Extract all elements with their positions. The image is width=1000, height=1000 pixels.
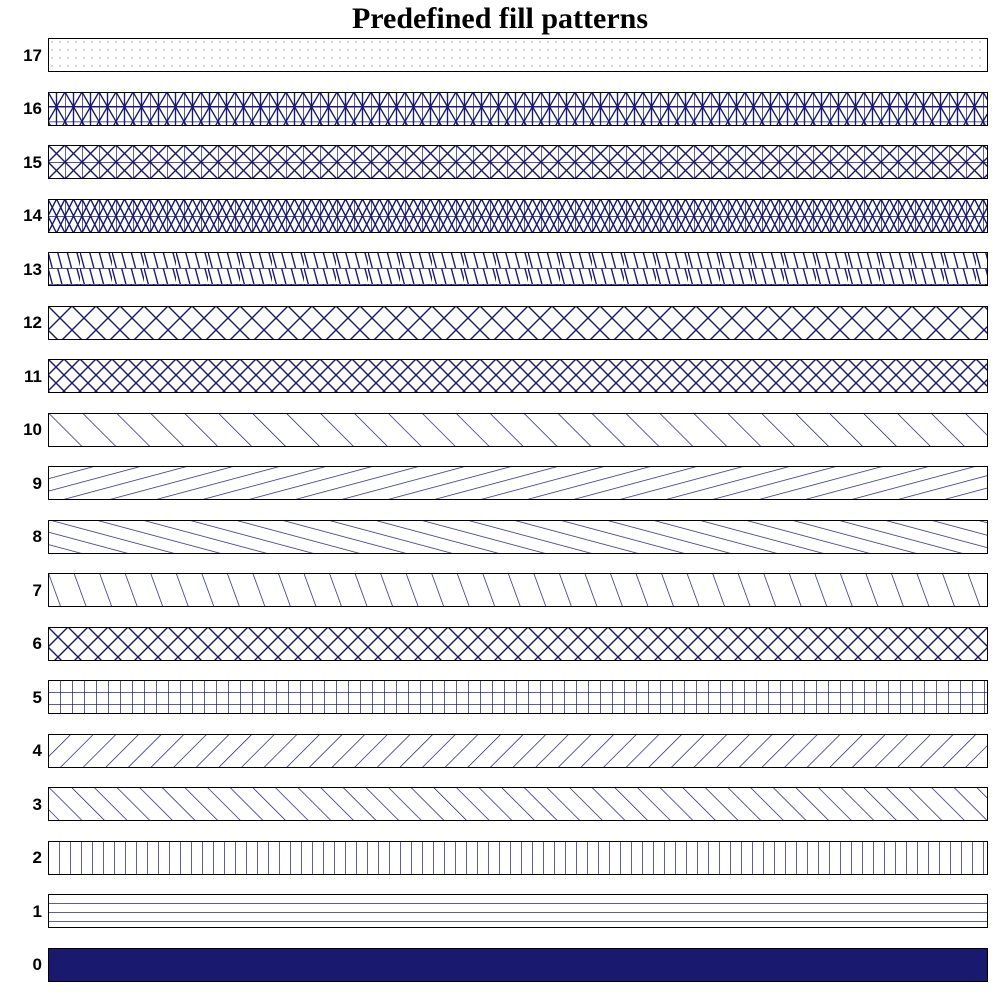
chart-title: Predefined fill patterns bbox=[0, 2, 1000, 36]
pattern-bar bbox=[48, 573, 988, 607]
pattern-label: 13 bbox=[0, 260, 42, 280]
pattern-bar bbox=[48, 145, 988, 179]
pattern-bar bbox=[48, 252, 988, 286]
pattern-label: 6 bbox=[0, 634, 42, 654]
pattern-label: 0 bbox=[0, 955, 42, 975]
pattern-bar bbox=[48, 787, 988, 821]
pattern-label: 8 bbox=[0, 527, 42, 547]
pattern-bar bbox=[48, 92, 988, 126]
pattern-label: 17 bbox=[0, 46, 42, 66]
pattern-row: 4 bbox=[0, 734, 1000, 768]
pattern-row: 14 bbox=[0, 199, 1000, 233]
pattern-row: 12 bbox=[0, 306, 1000, 340]
pattern-row: 2 bbox=[0, 841, 1000, 875]
pattern-label: 10 bbox=[0, 420, 42, 440]
pattern-bar bbox=[48, 894, 988, 928]
pattern-bar bbox=[48, 841, 988, 875]
pattern-row: 16 bbox=[0, 92, 1000, 126]
pattern-label: 9 bbox=[0, 474, 42, 494]
pattern-bar bbox=[48, 520, 988, 554]
pattern-row: 7 bbox=[0, 573, 1000, 607]
pattern-bar bbox=[48, 38, 988, 72]
pattern-row: 13 bbox=[0, 252, 1000, 286]
pattern-row: 11 bbox=[0, 359, 1000, 393]
pattern-bar bbox=[48, 413, 988, 447]
pattern-bar bbox=[48, 948, 988, 982]
pattern-row: 17 bbox=[0, 38, 1000, 72]
pattern-label: 15 bbox=[0, 153, 42, 173]
pattern-label: 7 bbox=[0, 581, 42, 601]
pattern-label: 11 bbox=[0, 367, 42, 387]
pattern-bar bbox=[48, 734, 988, 768]
pattern-bar bbox=[48, 466, 988, 500]
pattern-row: 1 bbox=[0, 894, 1000, 928]
pattern-row: 8 bbox=[0, 520, 1000, 554]
pattern-bar bbox=[48, 199, 988, 233]
pattern-row: 6 bbox=[0, 627, 1000, 661]
pattern-bar bbox=[48, 359, 988, 393]
pattern-bar bbox=[48, 680, 988, 714]
pattern-label: 5 bbox=[0, 688, 42, 708]
pattern-row: 0 bbox=[0, 948, 1000, 982]
pattern-label: 12 bbox=[0, 313, 42, 333]
pattern-label: 4 bbox=[0, 741, 42, 761]
pattern-label: 2 bbox=[0, 848, 42, 868]
pattern-bar bbox=[48, 627, 988, 661]
pattern-row: 5 bbox=[0, 680, 1000, 714]
pattern-row: 3 bbox=[0, 787, 1000, 821]
pattern-row: 15 bbox=[0, 145, 1000, 179]
pattern-row: 10 bbox=[0, 413, 1000, 447]
pattern-bar bbox=[48, 306, 988, 340]
pattern-row: 9 bbox=[0, 466, 1000, 500]
pattern-label: 14 bbox=[0, 206, 42, 226]
pattern-label: 1 bbox=[0, 902, 42, 922]
pattern-label: 16 bbox=[0, 99, 42, 119]
pattern-label: 3 bbox=[0, 795, 42, 815]
